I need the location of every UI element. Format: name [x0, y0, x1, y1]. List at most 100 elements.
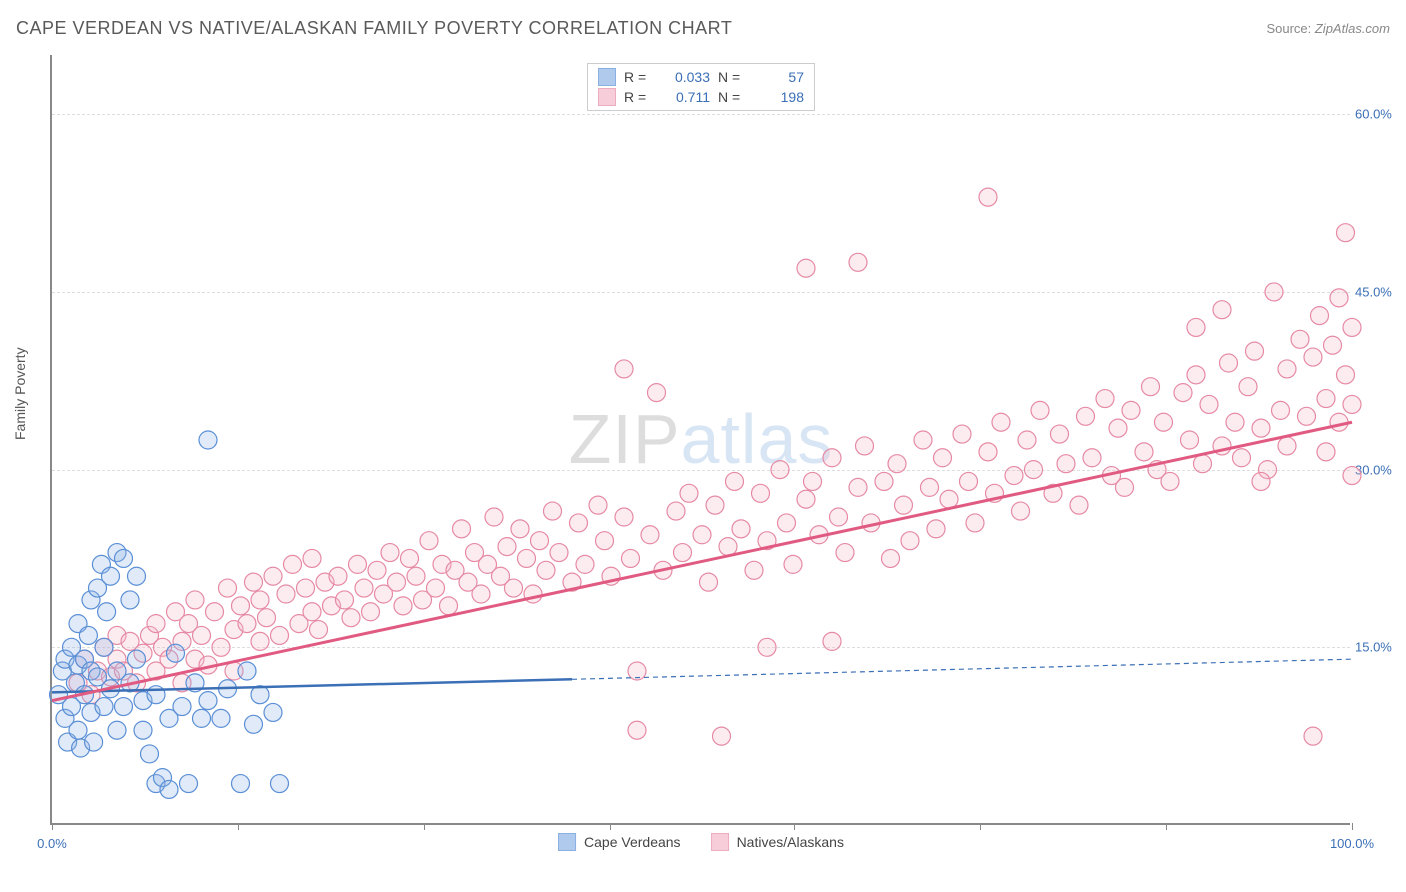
x-tick: [52, 823, 53, 830]
data-point-natives_alaskans: [713, 727, 731, 745]
data-point-natives_alaskans: [823, 632, 841, 650]
y-tick-label: 30.0%: [1355, 462, 1406, 477]
data-point-natives_alaskans: [1161, 472, 1179, 490]
data-point-natives_alaskans: [1018, 431, 1036, 449]
x-tick: [794, 823, 795, 830]
x-tick: [1352, 823, 1353, 830]
data-point-natives_alaskans: [1278, 360, 1296, 378]
data-point-cape_verdeans: [102, 567, 120, 585]
data-point-natives_alaskans: [485, 508, 503, 526]
source-attribution: Source: ZipAtlas.com: [1266, 21, 1390, 36]
data-point-cape_verdeans: [141, 745, 159, 763]
data-point-natives_alaskans: [264, 567, 282, 585]
data-point-natives_alaskans: [1005, 467, 1023, 485]
data-point-natives_alaskans: [544, 502, 562, 520]
data-point-natives_alaskans: [1116, 478, 1134, 496]
data-point-natives_alaskans: [1337, 224, 1355, 242]
data-point-natives_alaskans: [589, 496, 607, 514]
data-point-natives_alaskans: [277, 585, 295, 603]
data-point-cape_verdeans: [212, 709, 230, 727]
data-point-cape_verdeans: [115, 698, 133, 716]
data-point-natives_alaskans: [674, 544, 692, 562]
swatch-cape-verdeans-icon: [558, 833, 576, 851]
data-point-natives_alaskans: [349, 555, 367, 573]
data-point-natives_alaskans: [1343, 395, 1361, 413]
data-point-natives_alaskans: [1298, 407, 1316, 425]
data-point-cape_verdeans: [199, 692, 217, 710]
data-point-natives_alaskans: [1272, 401, 1290, 419]
data-point-natives_alaskans: [1135, 443, 1153, 461]
data-point-natives_alaskans: [882, 549, 900, 567]
data-point-natives_alaskans: [628, 721, 646, 739]
data-point-natives_alaskans: [1187, 366, 1205, 384]
data-point-natives_alaskans: [440, 597, 458, 615]
data-point-natives_alaskans: [342, 609, 360, 627]
data-point-natives_alaskans: [693, 526, 711, 544]
data-point-natives_alaskans: [706, 496, 724, 514]
data-point-cape_verdeans: [95, 638, 113, 656]
y-tick-label: 60.0%: [1355, 107, 1406, 122]
data-point-natives_alaskans: [368, 561, 386, 579]
data-point-cape_verdeans: [69, 721, 87, 739]
data-point-natives_alaskans: [1122, 401, 1140, 419]
data-point-natives_alaskans: [472, 585, 490, 603]
data-point-natives_alaskans: [245, 573, 263, 591]
data-point-natives_alaskans: [856, 437, 874, 455]
data-point-natives_alaskans: [147, 615, 165, 633]
series-legend: Cape Verdeans Natives/Alaskans: [558, 833, 844, 851]
data-point-natives_alaskans: [1343, 318, 1361, 336]
data-point-natives_alaskans: [641, 526, 659, 544]
data-point-natives_alaskans: [193, 626, 211, 644]
data-point-natives_alaskans: [1330, 289, 1348, 307]
data-point-cape_verdeans: [167, 644, 185, 662]
data-point-natives_alaskans: [1174, 384, 1192, 402]
data-point-natives_alaskans: [1252, 472, 1270, 490]
data-point-natives_alaskans: [1239, 378, 1257, 396]
data-point-natives_alaskans: [388, 573, 406, 591]
data-point-natives_alaskans: [622, 549, 640, 567]
y-axis-label: Family Poverty: [12, 347, 28, 440]
data-point-natives_alaskans: [1317, 443, 1335, 461]
data-point-natives_alaskans: [1324, 336, 1342, 354]
trendline-natives_alaskans: [52, 422, 1352, 700]
data-point-natives_alaskans: [1233, 449, 1251, 467]
data-point-natives_alaskans: [726, 472, 744, 490]
data-point-natives_alaskans: [1200, 395, 1218, 413]
data-point-natives_alaskans: [186, 591, 204, 609]
data-point-natives_alaskans: [420, 532, 438, 550]
data-point-natives_alaskans: [758, 638, 776, 656]
data-point-natives_alaskans: [232, 597, 250, 615]
data-point-natives_alaskans: [1142, 378, 1160, 396]
data-point-natives_alaskans: [732, 520, 750, 538]
stats-row-cape-verdeans: R =0.033 N =57: [598, 68, 804, 86]
data-point-natives_alaskans: [648, 384, 666, 402]
data-point-natives_alaskans: [355, 579, 373, 597]
data-point-natives_alaskans: [921, 478, 939, 496]
data-point-cape_verdeans: [199, 431, 217, 449]
data-point-natives_alaskans: [836, 544, 854, 562]
data-point-natives_alaskans: [303, 549, 321, 567]
data-point-natives_alaskans: [251, 632, 269, 650]
data-point-natives_alaskans: [823, 449, 841, 467]
data-point-natives_alaskans: [797, 259, 815, 277]
data-point-natives_alaskans: [1304, 348, 1322, 366]
data-point-cape_verdeans: [271, 775, 289, 793]
data-point-natives_alaskans: [1220, 354, 1238, 372]
data-point-natives_alaskans: [784, 555, 802, 573]
data-point-cape_verdeans: [121, 591, 139, 609]
data-point-natives_alaskans: [1070, 496, 1088, 514]
data-point-natives_alaskans: [934, 449, 952, 467]
data-point-cape_verdeans: [245, 715, 263, 733]
data-point-natives_alaskans: [1012, 502, 1030, 520]
data-point-natives_alaskans: [888, 455, 906, 473]
data-point-cape_verdeans: [95, 698, 113, 716]
data-point-natives_alaskans: [979, 188, 997, 206]
data-point-natives_alaskans: [212, 638, 230, 656]
data-point-natives_alaskans: [1031, 401, 1049, 419]
data-point-natives_alaskans: [1278, 437, 1296, 455]
data-point-cape_verdeans: [193, 709, 211, 727]
data-point-natives_alaskans: [1109, 419, 1127, 437]
data-point-cape_verdeans: [264, 703, 282, 721]
data-point-natives_alaskans: [537, 561, 555, 579]
data-point-natives_alaskans: [1246, 342, 1264, 360]
